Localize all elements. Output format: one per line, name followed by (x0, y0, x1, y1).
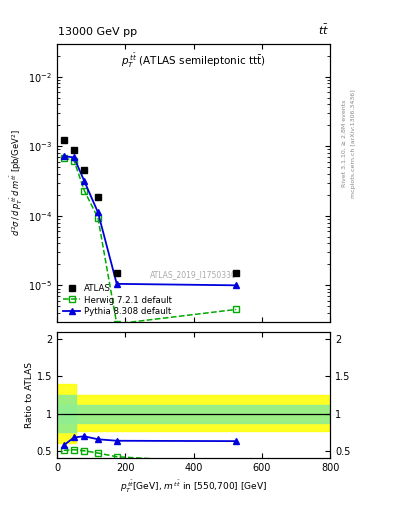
Pythia 8.308 default (114, 281, 119, 287)
ATLAS (95, 194, 100, 200)
Pythia 8.308 default (72, 155, 76, 161)
Text: ATLAS_2019_I1750330: ATLAS_2019_I1750330 (150, 270, 237, 279)
Line: Herwig 7.2.1 default: Herwig 7.2.1 default (61, 155, 239, 327)
Text: $t\bar{t}$: $t\bar{t}$ (318, 23, 329, 37)
ATLAS (82, 167, 86, 174)
Herwig 7.2.1 default (234, 306, 239, 312)
ATLAS (61, 136, 66, 142)
Bar (57, 395, 330, 431)
Text: mcplots.cern.ch [arXiv:1306.3436]: mcplots.cern.ch [arXiv:1306.3436] (351, 89, 356, 198)
Line: Pythia 8.308 default: Pythia 8.308 default (61, 153, 239, 288)
ATLAS (72, 147, 76, 153)
Herwig 7.2.1 default (61, 155, 66, 161)
Y-axis label: Ratio to ATLAS: Ratio to ATLAS (25, 362, 34, 428)
Pythia 8.308 default (82, 178, 86, 184)
Herwig 7.2.1 default (114, 321, 119, 327)
ATLAS (114, 270, 119, 276)
Pythia 8.308 default (234, 282, 239, 288)
Text: 13000 GeV pp: 13000 GeV pp (58, 27, 137, 37)
Pythia 8.308 default (95, 209, 100, 216)
Text: $p_T^{\,t\bar{t}}$ (ATLAS semileptonic tt$\bar{\rm t}$): $p_T^{\,t\bar{t}}$ (ATLAS semileptonic t… (121, 52, 266, 70)
Line: ATLAS: ATLAS (61, 136, 239, 276)
X-axis label: $p_T^{\,t\bar{t}}$[GeV], $m^{\,t\bar{t}}$ in [550,700] [GeV]: $p_T^{\,t\bar{t}}$[GeV], $m^{\,t\bar{t}}… (120, 479, 267, 495)
Legend: ATLAS, Herwig 7.2.1 default, Pythia 8.308 default: ATLAS, Herwig 7.2.1 default, Pythia 8.30… (61, 283, 173, 317)
Pythia 8.308 default (61, 153, 66, 159)
Bar (57, 404, 330, 422)
Herwig 7.2.1 default (95, 215, 100, 221)
Y-axis label: $d^2\sigma\,/\,d\,p_T^{\,t\bar{t}}\,d\,m^{\,t\bar{t}}$ [pb/GeV$^2$]: $d^2\sigma\,/\,d\,p_T^{\,t\bar{t}}\,d\,m… (9, 129, 25, 236)
Text: Rivet 3.1.10, ≥ 2.8M events: Rivet 3.1.10, ≥ 2.8M events (342, 100, 346, 187)
Herwig 7.2.1 default (82, 187, 86, 194)
Herwig 7.2.1 default (72, 158, 76, 164)
ATLAS (234, 270, 239, 276)
